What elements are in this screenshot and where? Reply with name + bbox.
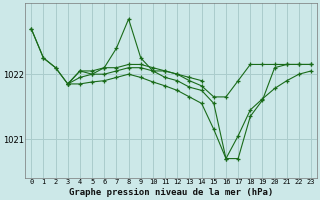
X-axis label: Graphe pression niveau de la mer (hPa): Graphe pression niveau de la mer (hPa) [69, 188, 273, 197]
